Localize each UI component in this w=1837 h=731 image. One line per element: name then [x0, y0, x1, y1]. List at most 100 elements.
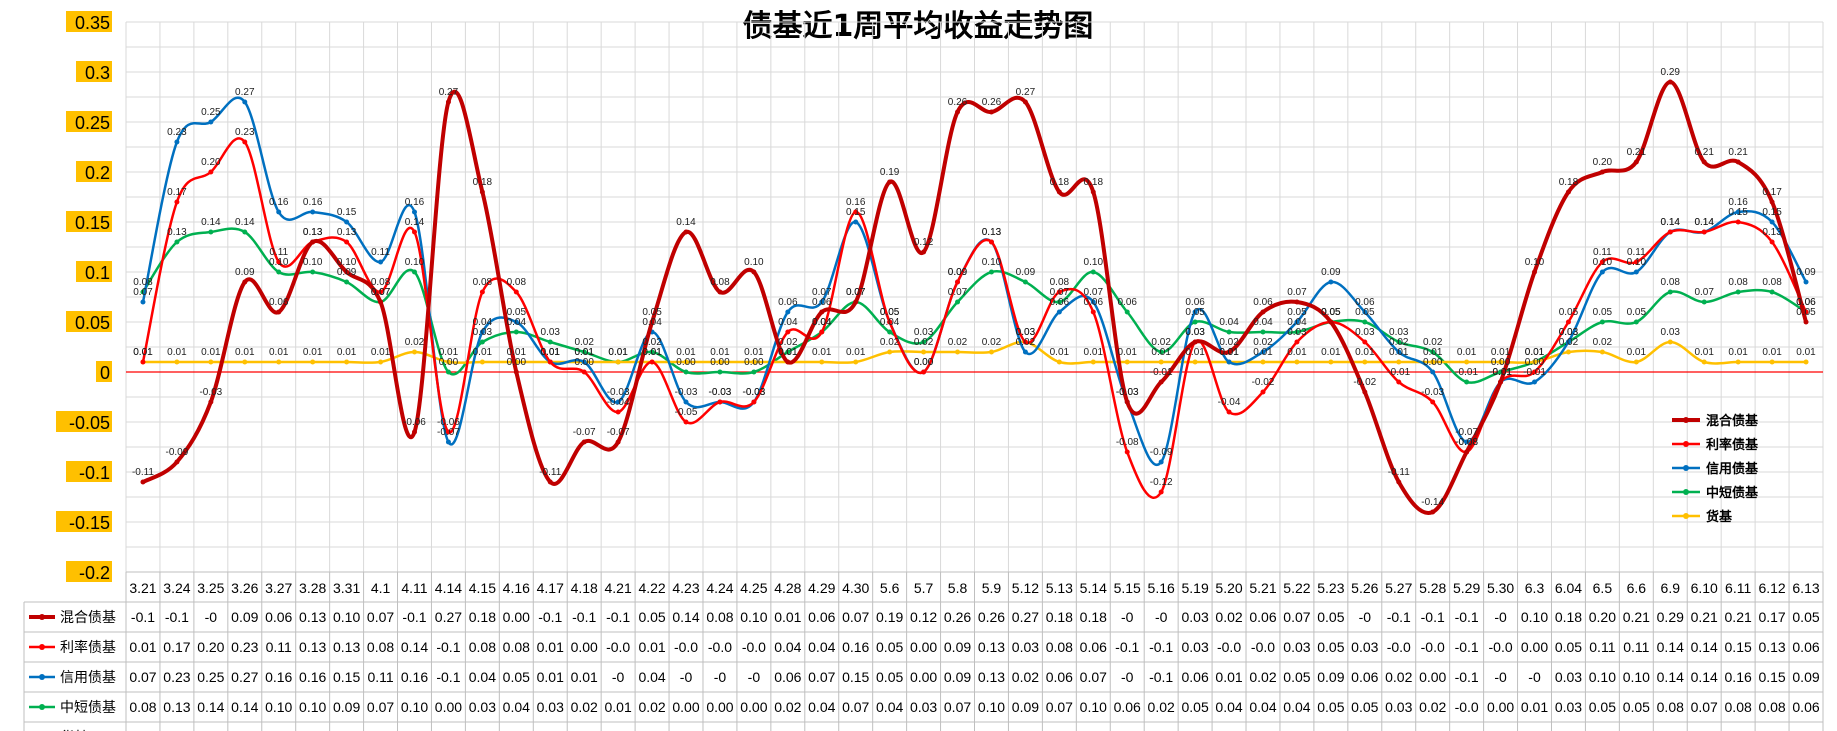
- x-tick-label: 4.15: [469, 580, 496, 596]
- data-label: 0.27: [235, 87, 255, 98]
- data-label: -0.01: [1489, 367, 1512, 378]
- legend-marker: [1683, 513, 1689, 519]
- data-point: [921, 339, 927, 345]
- data-label: 0.01: [1355, 347, 1375, 358]
- data-point: [344, 279, 350, 285]
- table-cell: 0.25: [197, 669, 224, 685]
- table-cell: -0.0: [674, 639, 698, 655]
- x-tick-label: 5.13: [1046, 580, 1073, 596]
- table-cell: -0.1: [572, 609, 596, 625]
- data-point: [1667, 289, 1673, 295]
- data-point: [344, 359, 350, 365]
- data-label: 0.06: [1253, 297, 1273, 308]
- x-tick-label: 4.29: [808, 580, 835, 596]
- x-tick-label: 5.20: [1215, 580, 1242, 596]
- data-label: 0.01: [1796, 347, 1816, 358]
- table-cell: 0.06: [1080, 639, 1107, 655]
- x-tick-label: 6.11: [1725, 580, 1751, 596]
- table-cell: 0.00: [1521, 639, 1548, 655]
- y-tick-highlight: [56, 511, 112, 532]
- data-label: 0.14: [1661, 217, 1681, 228]
- table-cell: -0.1: [402, 609, 426, 625]
- data-point: [887, 329, 893, 335]
- data-label: -0.03: [709, 387, 732, 398]
- data-point: [140, 299, 146, 305]
- data-point: [1362, 359, 1368, 365]
- table-cell: 0.18: [469, 609, 496, 625]
- data-label: 0.11: [1593, 247, 1612, 258]
- y-tick-label: 0.25: [75, 113, 110, 133]
- data-label: 0.03: [473, 327, 493, 338]
- data-point: [1260, 349, 1266, 355]
- data-point: [242, 279, 248, 285]
- table-cell: 0.16: [842, 639, 869, 655]
- table-cell: 0.01: [503, 729, 530, 731]
- x-tick-label: 5.23: [1317, 580, 1344, 596]
- x-tick-label: 4.1: [371, 580, 391, 596]
- table-cell: 0.15: [333, 669, 360, 685]
- table-cell: 0.14: [197, 699, 224, 715]
- table-cell: 0.01: [1758, 729, 1785, 731]
- data-label: 0.13: [982, 227, 1002, 238]
- data-label: 0.16: [1728, 197, 1748, 208]
- y-tick-highlight: [96, 361, 112, 382]
- table-cell: 0.01: [537, 669, 564, 685]
- data-point: [378, 289, 384, 295]
- table-cell: 0.10: [265, 699, 292, 715]
- data-label: 0.02: [405, 337, 425, 348]
- table-cell: 0.19: [876, 609, 903, 625]
- y-tick-label: -0.15: [69, 513, 110, 533]
- y-tick-highlight: [76, 61, 112, 82]
- data-point: [208, 359, 214, 365]
- data-point: [1328, 279, 1334, 285]
- data-label: 0.14: [1694, 217, 1714, 228]
- data-label: 0.00: [507, 357, 527, 368]
- data-point: [1056, 289, 1062, 295]
- data-label: -0.11: [539, 467, 561, 478]
- data-label: 0.06: [1796, 297, 1816, 308]
- legend-marker: [1683, 489, 1689, 495]
- data-label: 0.01: [507, 347, 527, 358]
- data-label: -0.03: [607, 387, 630, 398]
- table-cell: 0.01: [1215, 669, 1242, 685]
- data-label: 0.06: [778, 297, 798, 308]
- table-cell: 0.00: [1487, 699, 1514, 715]
- data-point: [1769, 359, 1775, 365]
- data-point: [1735, 159, 1741, 165]
- table-cell: 0.07: [367, 609, 394, 625]
- data-point: [955, 109, 961, 115]
- x-tick-label: 5.28: [1419, 580, 1446, 596]
- data-label: 0.01: [642, 347, 662, 358]
- table-cell: 0.20: [1589, 609, 1616, 625]
- table-cell: 0.01: [367, 729, 394, 731]
- data-label: 0.04: [1287, 317, 1307, 328]
- data-point: [921, 249, 927, 255]
- data-point: [785, 309, 791, 315]
- table-cell: -0.1: [1455, 609, 1479, 625]
- data-label: 0.00: [744, 357, 764, 368]
- data-label: 0.20: [201, 157, 221, 168]
- data-point: [1192, 309, 1198, 315]
- table-cell: -0: [714, 669, 727, 685]
- data-point: [445, 359, 451, 365]
- x-tick-label: 4.18: [571, 580, 598, 596]
- data-label: 0.21: [1728, 147, 1748, 158]
- table-cell: 0.09: [1012, 699, 1039, 715]
- data-point: [1532, 369, 1538, 375]
- data-label: 0.16: [405, 197, 425, 208]
- table-cell: -0: [680, 669, 693, 685]
- data-point: [242, 139, 248, 145]
- data-point: [988, 269, 994, 275]
- data-label: -0.06: [437, 417, 460, 428]
- data-point: [683, 359, 689, 365]
- table-cell: 0.06: [1114, 699, 1141, 715]
- data-label: 0.10: [405, 257, 425, 268]
- data-label: 0.00: [574, 357, 594, 368]
- table-cell: 0.26: [978, 609, 1005, 625]
- x-tick-label: 3.28: [299, 580, 326, 596]
- data-point: [1396, 349, 1402, 355]
- y-tick-label: 0.35: [75, 13, 110, 33]
- data-label: 0.07: [1050, 287, 1070, 298]
- y-tick-label: -0.05: [69, 413, 110, 433]
- table-cell: -0.1: [1421, 609, 1445, 625]
